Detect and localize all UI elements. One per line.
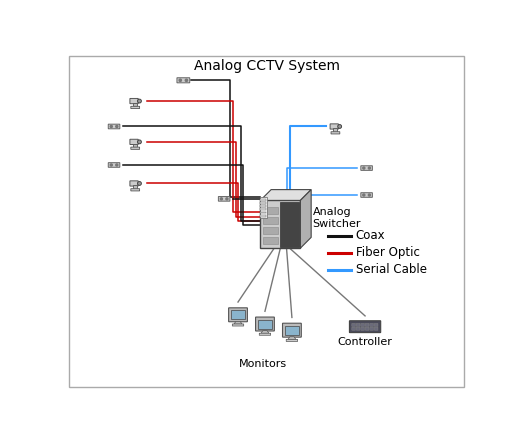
Polygon shape: [301, 190, 311, 248]
FancyBboxPatch shape: [108, 124, 120, 129]
Polygon shape: [261, 331, 269, 333]
FancyBboxPatch shape: [255, 317, 275, 331]
FancyBboxPatch shape: [280, 202, 299, 247]
FancyBboxPatch shape: [263, 207, 278, 214]
Circle shape: [110, 125, 112, 127]
Circle shape: [220, 198, 223, 200]
FancyBboxPatch shape: [229, 308, 248, 322]
FancyBboxPatch shape: [130, 181, 138, 186]
FancyBboxPatch shape: [352, 327, 356, 330]
FancyBboxPatch shape: [261, 202, 266, 204]
FancyBboxPatch shape: [361, 166, 372, 170]
FancyBboxPatch shape: [259, 333, 270, 335]
FancyBboxPatch shape: [218, 197, 230, 201]
FancyBboxPatch shape: [232, 324, 244, 326]
FancyBboxPatch shape: [361, 327, 365, 330]
FancyBboxPatch shape: [374, 324, 378, 326]
Circle shape: [226, 198, 228, 200]
Circle shape: [185, 79, 188, 81]
Circle shape: [137, 140, 141, 144]
Text: Controller: Controller: [337, 337, 393, 347]
FancyBboxPatch shape: [285, 326, 299, 335]
Circle shape: [137, 181, 141, 185]
FancyBboxPatch shape: [366, 324, 369, 326]
Text: Analog CCTV System: Analog CCTV System: [193, 59, 340, 73]
FancyBboxPatch shape: [282, 323, 301, 337]
FancyBboxPatch shape: [231, 310, 245, 319]
Text: Coax: Coax: [356, 230, 385, 242]
Circle shape: [116, 164, 118, 166]
Text: Monitors: Monitors: [239, 359, 287, 369]
FancyBboxPatch shape: [258, 319, 272, 328]
Circle shape: [368, 167, 370, 169]
FancyBboxPatch shape: [352, 324, 356, 326]
Circle shape: [363, 167, 365, 169]
Text: Analog
Switcher: Analog Switcher: [313, 207, 361, 229]
FancyBboxPatch shape: [261, 205, 266, 207]
Text: Fiber Optic: Fiber Optic: [356, 246, 420, 259]
Circle shape: [116, 125, 118, 127]
Circle shape: [137, 99, 141, 103]
FancyBboxPatch shape: [131, 189, 139, 191]
FancyBboxPatch shape: [333, 128, 337, 132]
FancyBboxPatch shape: [261, 199, 266, 201]
FancyBboxPatch shape: [261, 201, 301, 248]
FancyBboxPatch shape: [133, 185, 137, 189]
FancyBboxPatch shape: [263, 237, 278, 244]
FancyBboxPatch shape: [263, 217, 278, 224]
FancyBboxPatch shape: [361, 324, 365, 326]
FancyBboxPatch shape: [133, 103, 137, 106]
FancyBboxPatch shape: [259, 197, 267, 218]
FancyBboxPatch shape: [356, 327, 360, 330]
FancyBboxPatch shape: [366, 327, 369, 330]
Circle shape: [368, 194, 370, 196]
FancyBboxPatch shape: [356, 324, 360, 326]
Text: Serial Cable: Serial Cable: [356, 263, 427, 276]
FancyBboxPatch shape: [108, 162, 120, 167]
Polygon shape: [288, 337, 296, 339]
FancyBboxPatch shape: [370, 327, 373, 330]
FancyBboxPatch shape: [370, 324, 373, 326]
FancyBboxPatch shape: [263, 227, 278, 234]
FancyBboxPatch shape: [130, 99, 138, 104]
FancyBboxPatch shape: [131, 147, 139, 149]
FancyBboxPatch shape: [286, 339, 297, 342]
FancyBboxPatch shape: [261, 215, 266, 216]
FancyBboxPatch shape: [349, 321, 381, 332]
FancyBboxPatch shape: [133, 144, 137, 147]
FancyBboxPatch shape: [131, 106, 139, 109]
FancyBboxPatch shape: [330, 124, 339, 129]
FancyBboxPatch shape: [361, 193, 372, 198]
Polygon shape: [261, 190, 311, 201]
Circle shape: [110, 164, 112, 166]
Circle shape: [337, 124, 342, 128]
FancyBboxPatch shape: [261, 208, 266, 210]
FancyBboxPatch shape: [177, 78, 190, 83]
FancyBboxPatch shape: [331, 132, 340, 134]
Polygon shape: [234, 321, 242, 324]
Circle shape: [179, 79, 181, 81]
FancyBboxPatch shape: [130, 139, 138, 145]
Circle shape: [363, 194, 365, 196]
FancyBboxPatch shape: [374, 327, 378, 330]
FancyBboxPatch shape: [261, 212, 266, 213]
